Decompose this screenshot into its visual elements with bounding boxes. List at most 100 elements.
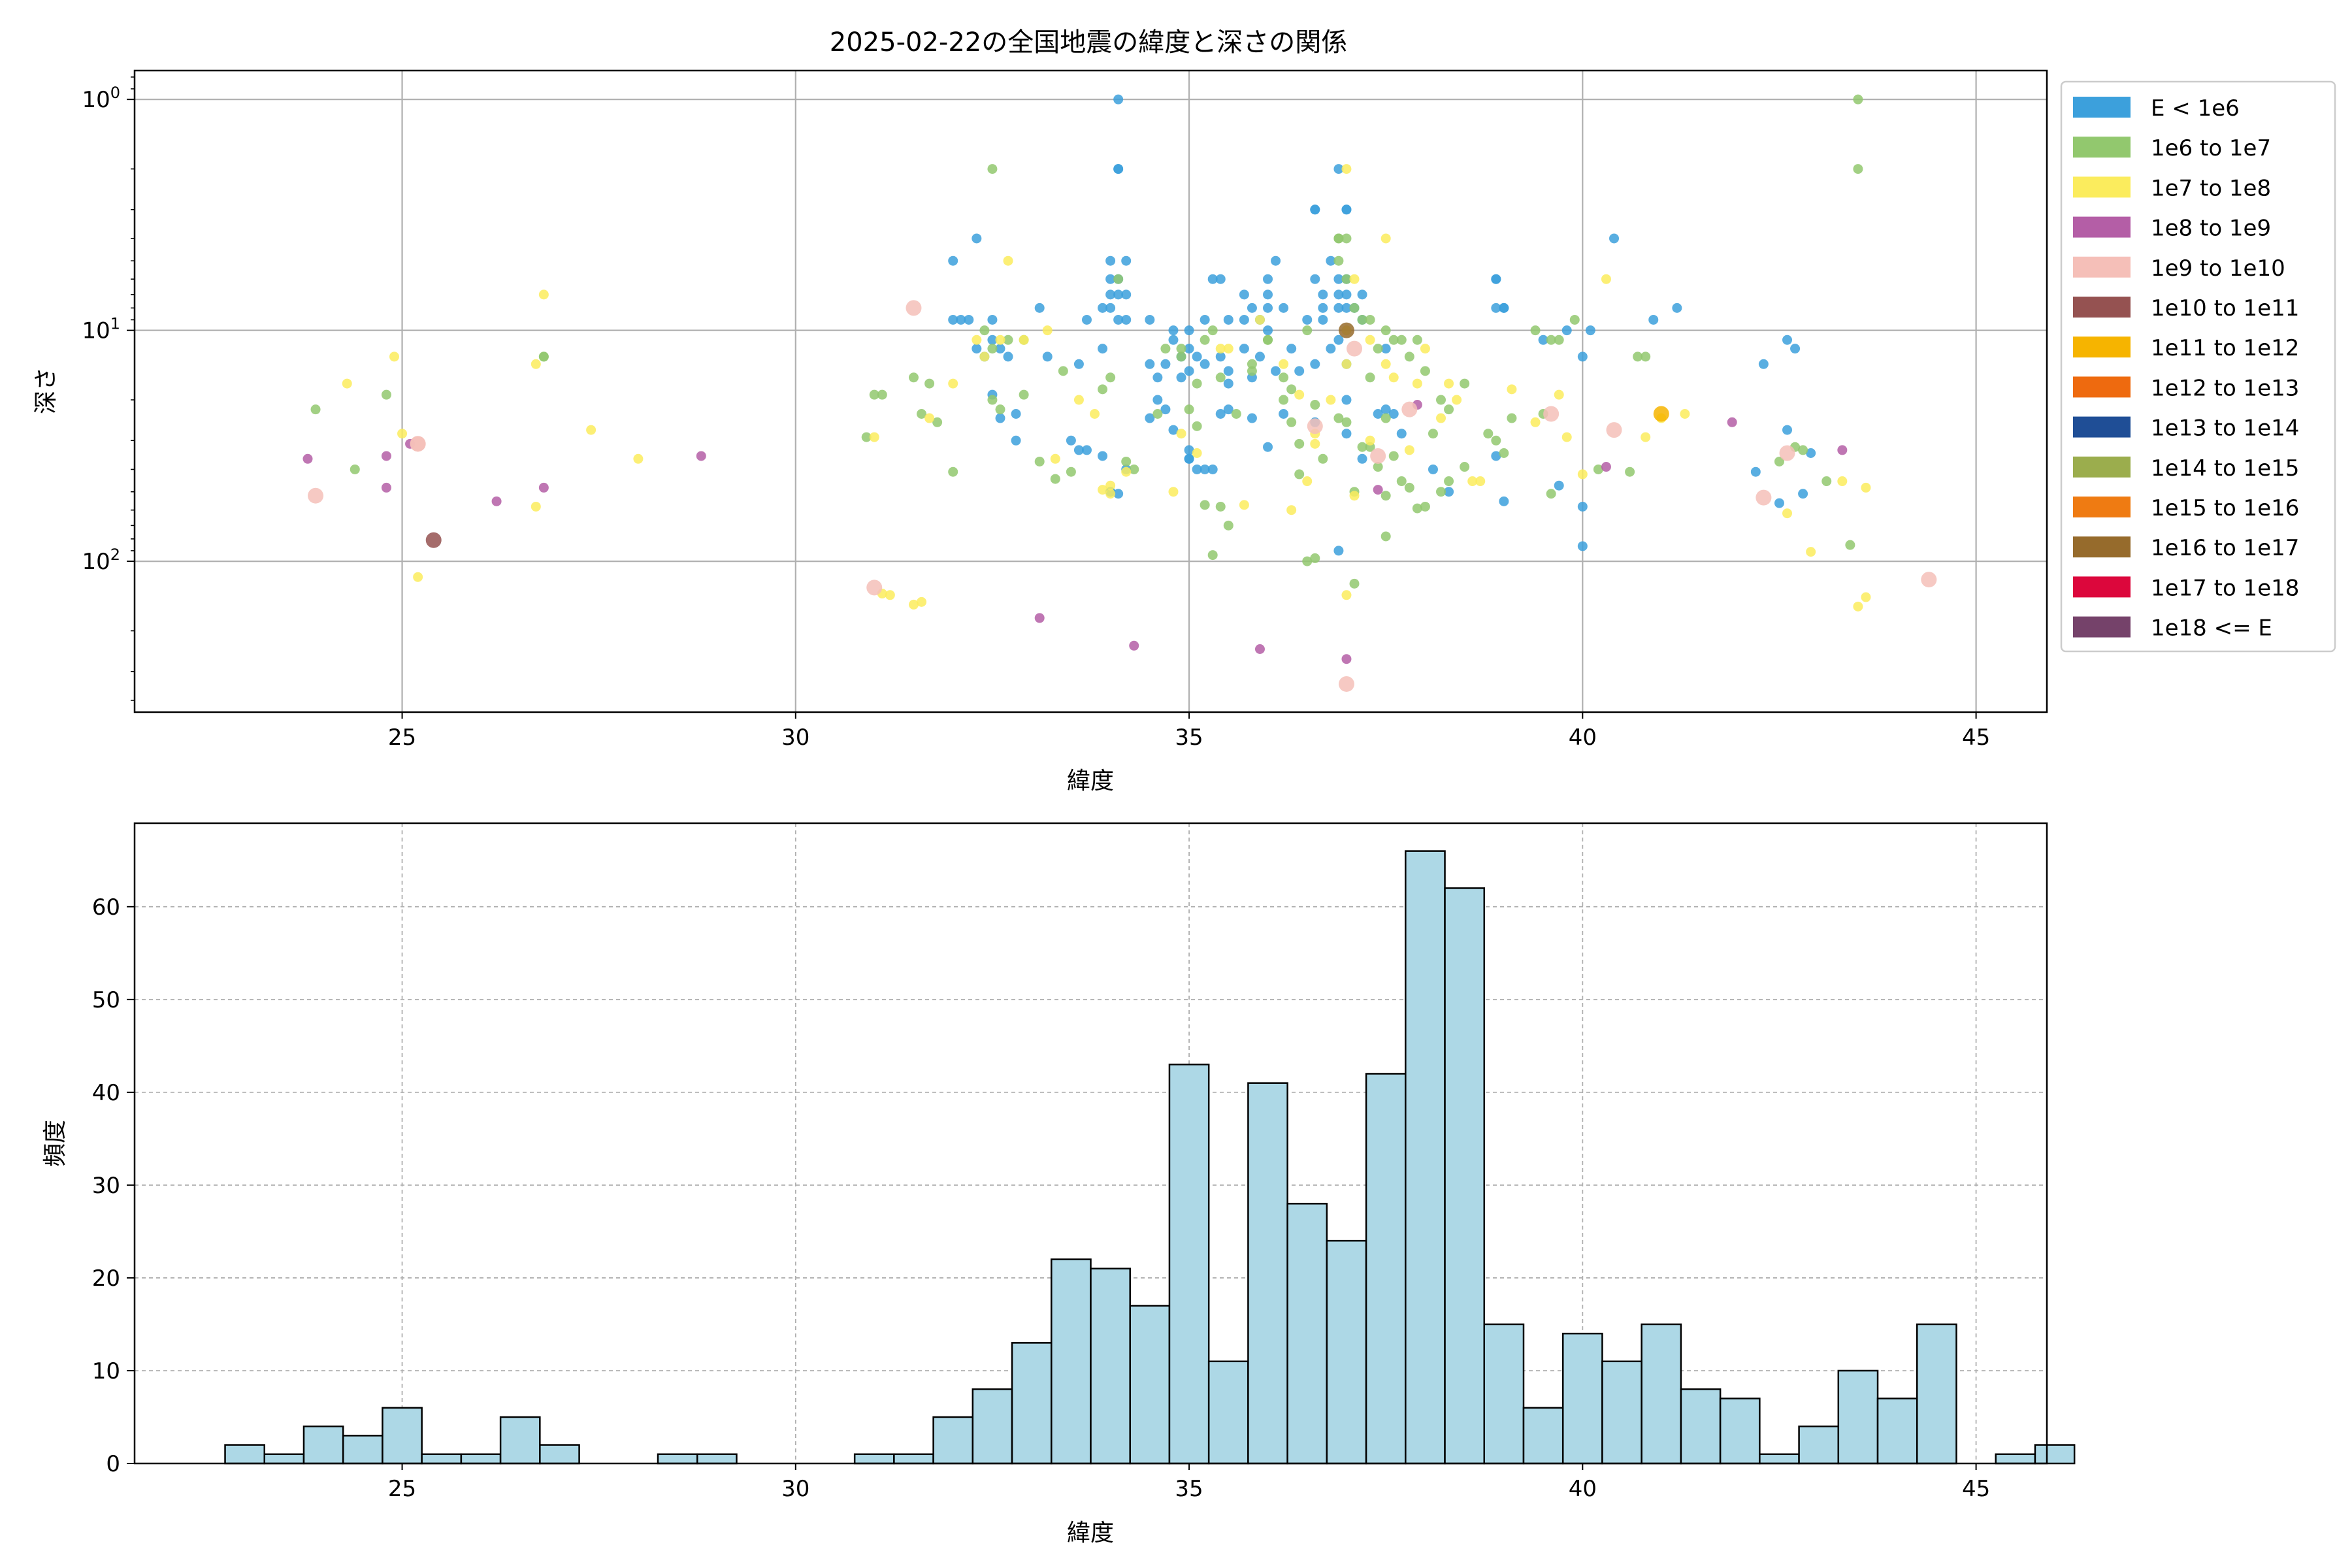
scatter-point <box>1606 422 1622 438</box>
legend-swatch <box>2073 216 2131 238</box>
scatter-point <box>1279 395 1289 405</box>
scatter-point <box>1145 359 1155 369</box>
scatter-point <box>1081 314 1092 325</box>
scatter-point <box>1073 445 1084 455</box>
scatter-point <box>987 164 998 174</box>
scatter-point <box>1081 445 1092 455</box>
scatter-point <box>1380 491 1391 501</box>
scatter-point <box>1098 344 1108 354</box>
histogram-bar <box>1601 1360 1642 1465</box>
scatter-point <box>1318 453 1328 464</box>
scatter-point <box>1577 541 1588 551</box>
histogram-bar <box>263 1453 305 1465</box>
scatter-point <box>1279 359 1289 369</box>
legend-label: 1e14 to 1e15 <box>2151 455 2299 482</box>
histogram-y-tick-label: 0 <box>106 1451 120 1477</box>
scatter-point <box>1294 366 1305 376</box>
scatter-point <box>1286 505 1297 515</box>
scatter-point <box>1756 489 1772 506</box>
scatter-point <box>1404 445 1414 455</box>
scatter-point <box>1853 94 1863 105</box>
scatter-point <box>1176 351 1186 362</box>
scatter-point <box>1279 408 1289 419</box>
scatter-point <box>1215 408 1226 419</box>
scatter-point <box>1543 406 1560 422</box>
scatter-point <box>1412 503 1422 514</box>
histogram-bars <box>224 850 2076 1465</box>
scatter-point <box>1380 359 1391 369</box>
scatter-point <box>917 408 927 419</box>
scatter-point <box>1475 476 1486 487</box>
scatter-point <box>538 482 549 493</box>
scatter-point <box>1338 322 1354 338</box>
scatter-point <box>917 596 927 607</box>
scatter-point <box>1338 676 1354 692</box>
legend-swatch <box>2073 176 2131 198</box>
scatter-point <box>1460 462 1470 472</box>
scatter-point <box>1058 366 1068 376</box>
scatter-point <box>1821 476 1832 487</box>
scatter-point <box>1207 550 1218 561</box>
scatter-point <box>1294 469 1305 480</box>
scatter-point <box>1653 406 1669 422</box>
scatter-plot-frame <box>133 69 2048 713</box>
histogram-y-axis-label: 頻度 <box>42 1120 69 1167</box>
scatter-point <box>1444 487 1454 497</box>
scatter-point <box>1145 413 1155 423</box>
scatter-point <box>1349 274 1360 284</box>
scatter-point <box>1861 482 1871 493</box>
scatter-point <box>1404 482 1414 493</box>
histogram-bar <box>1090 1267 1131 1465</box>
scatter-point <box>1672 302 1682 313</box>
scatter-point <box>1452 395 1462 405</box>
scatter-point <box>1412 378 1422 389</box>
histogram-bar <box>382 1407 423 1465</box>
scatter-point <box>1380 404 1391 415</box>
scatter-point <box>1003 335 1013 345</box>
scatter-point <box>1436 487 1446 497</box>
scatter-point <box>538 289 549 300</box>
histogram-bar <box>499 1416 541 1465</box>
scatter-point <box>1310 274 1320 284</box>
scatter-point <box>1365 372 1375 383</box>
legend-swatch <box>2073 576 2131 598</box>
legend-swatch <box>2073 456 2131 478</box>
scatter-point <box>1373 462 1383 472</box>
scatter-point <box>1160 359 1171 369</box>
scatter-y-tick-label: 101 <box>82 315 120 344</box>
histogram-y-tick-label: 50 <box>92 987 120 1013</box>
scatter-point <box>1121 466 1132 477</box>
scatter-point <box>1428 464 1438 474</box>
scatter-point <box>1263 335 1273 345</box>
scatter-point <box>381 482 391 493</box>
scatter-point <box>964 314 974 325</box>
scatter-point <box>1105 302 1116 313</box>
scatter-point <box>1263 302 1273 313</box>
scatter-point <box>1271 366 1281 376</box>
scatter-point <box>1160 344 1171 354</box>
scatter-point <box>987 344 998 354</box>
scatter-point <box>1113 314 1124 325</box>
scatter-point <box>1341 289 1352 300</box>
scatter-point <box>1129 640 1139 651</box>
scatter-point <box>869 432 879 442</box>
scatter-point <box>1806 448 1816 458</box>
legend-label: 1e16 to 1e17 <box>2151 535 2299 561</box>
scatter-point <box>397 429 408 439</box>
scatter-point <box>987 335 998 345</box>
scatter-point <box>1341 274 1352 284</box>
legend: E < 1e6 1e6 to 1e7 1e7 to 1e8 1e8 to 1e9 1e9… <box>2060 80 2336 653</box>
scatter-point <box>1200 500 1210 510</box>
legend-label: 1e11 to 1e12 <box>2151 335 2299 361</box>
scatter-point <box>1223 344 1233 354</box>
scatter-point <box>1105 489 1116 499</box>
scatter-point <box>1105 289 1116 300</box>
scatter-point <box>1483 429 1494 439</box>
scatter-point <box>1254 644 1265 655</box>
scatter-point <box>1341 395 1352 405</box>
legend-label: 1e17 to 1e18 <box>2151 575 2299 601</box>
scatter-point <box>1254 351 1265 362</box>
histogram-y-tick-label: 10 <box>92 1358 120 1384</box>
scatter-point <box>1333 413 1344 423</box>
scatter-point <box>1349 491 1360 501</box>
